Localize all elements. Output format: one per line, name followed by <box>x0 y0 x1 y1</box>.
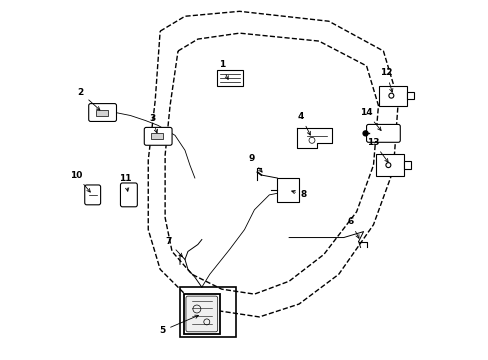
Bar <box>216 70 242 86</box>
Bar <box>180 287 235 337</box>
Text: 10: 10 <box>69 171 90 192</box>
Polygon shape <box>297 129 331 148</box>
Bar <box>96 109 107 116</box>
Text: 14: 14 <box>360 108 380 130</box>
Bar <box>404 162 410 169</box>
Bar <box>376 154 404 176</box>
Text: 8: 8 <box>291 190 306 199</box>
Bar <box>407 93 413 99</box>
FancyBboxPatch shape <box>144 127 172 145</box>
Bar <box>151 133 163 139</box>
FancyBboxPatch shape <box>88 104 116 121</box>
Bar <box>183 294 219 334</box>
Text: 12: 12 <box>379 68 392 92</box>
FancyBboxPatch shape <box>366 125 400 142</box>
Text: 5: 5 <box>159 315 198 335</box>
Text: 1: 1 <box>218 60 228 79</box>
Text: 4: 4 <box>297 112 310 135</box>
Text: 2: 2 <box>78 88 100 110</box>
Text: 3: 3 <box>149 114 157 133</box>
Text: 9: 9 <box>248 154 262 172</box>
FancyBboxPatch shape <box>84 185 101 205</box>
FancyBboxPatch shape <box>185 296 217 332</box>
Text: 11: 11 <box>119 174 131 191</box>
Text: 13: 13 <box>366 138 387 162</box>
FancyBboxPatch shape <box>120 183 137 207</box>
Bar <box>277 178 299 202</box>
Bar <box>379 86 407 105</box>
Text: 6: 6 <box>347 217 358 238</box>
Text: 7: 7 <box>164 237 182 257</box>
Circle shape <box>362 131 367 136</box>
